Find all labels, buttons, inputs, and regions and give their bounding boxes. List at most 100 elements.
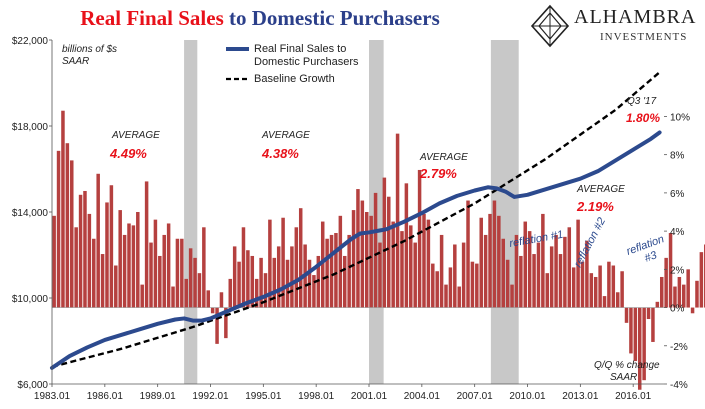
alhambra-logo: ALHAMBRA INVESTMENTS [530,4,702,48]
qq-bar-25 [162,234,166,308]
qq-bar-106 [519,255,523,308]
qq-bar-33 [197,273,202,308]
qq-bar-13 [109,185,114,308]
qq-bar-100 [492,200,497,308]
qq-bar-82 [413,242,417,308]
qq-bar-1 [56,150,61,308]
qq-bar-141 [673,286,677,308]
qq-bar-28 [175,238,180,308]
qq-bar-146 [695,280,699,308]
qq-bar-59 [312,275,316,308]
qq-bar-9 [92,238,96,308]
qq-bar-86 [431,263,435,308]
qq-bar-140 [668,233,673,308]
qq-bar-119 [576,219,580,308]
qq-bar-145 [690,307,695,314]
qq-bar-103 [505,259,510,308]
qq-bar-52 [281,217,285,308]
qq-bar-117 [567,227,572,308]
avg-label-2009: AVERAGE [576,184,625,195]
qq-bar-47 [259,257,263,308]
qq-bar-17 [127,223,131,308]
qq-bar-37 [215,307,219,344]
right-tick-label-4: 4% [670,227,685,238]
avg-label-1991: AVERAGE [261,130,310,141]
qq-bar-55 [294,227,299,308]
qq-bar-138 [659,276,664,308]
x-tick-label-11: 2016.01 [615,391,652,402]
qq-bar-109 [532,254,536,308]
qq-bar-135 [646,307,651,320]
qq-bar-98 [483,234,488,308]
x-tick-label-3: 1992.01 [192,391,229,402]
qq-bar-143 [682,284,686,308]
qq-bar-83 [417,169,422,308]
qq-bar-29 [180,238,184,308]
qq-bar-2 [61,110,65,308]
axes: $6,000 $10,000 $14,000 $18,000 $22,000 -4% -2%… [12,36,690,402]
avg-label-2001: AVERAGE [419,152,468,163]
qq-bar-120 [580,261,585,308]
qq-bar-61 [320,221,325,308]
qq-bar-24 [158,255,162,308]
qq-bar-136 [651,307,655,342]
qq-bar-8 [87,213,92,308]
qq-bar-30 [184,278,188,308]
qq-bar-80 [404,183,409,308]
qq-bar-91 [453,244,457,308]
q3-17-label: Q3 '17 [627,96,657,107]
qq-bar-93 [461,242,466,308]
alhambra-diamond-icon [530,4,570,48]
qq-bar-92 [457,286,461,308]
qq-bar-0 [52,215,56,308]
left-tick-label-0: $6,000 [17,380,48,391]
qq-bar-7 [83,190,87,308]
qq-bar-66 [342,255,347,308]
x-tick-label-6: 2001.01 [351,391,388,402]
qq-bar-54 [290,246,294,308]
qq-bar-43 [241,227,246,308]
qq-bar-97 [479,217,483,308]
qq-bar-142 [677,276,682,308]
qq-bar-78 [395,133,400,308]
qq-bar-69 [356,189,360,308]
qq-bar-3 [65,143,70,308]
qq-bar-131 [629,307,633,354]
qq-bar-16 [122,234,127,308]
qq-bar-15 [118,210,122,308]
x-tick-label-1: 1986.01 [87,391,124,402]
qq-bar-23 [153,219,158,308]
qq-bar-50 [272,257,277,308]
qq-bar-84 [422,213,426,308]
qq-bar-40 [228,278,233,308]
qq-bar-132 [633,307,638,362]
qq-bar-90 [448,267,453,308]
x-tick-label-4: 1995.01 [245,391,282,402]
baseline-growth-series [51,71,661,368]
qq-bar-44 [246,250,250,308]
qq-bar-81 [409,225,413,308]
qq-bar-77 [391,221,395,308]
qq-bar-12 [105,202,109,308]
qq-change-bars [52,110,705,390]
logo-name: ALHAMBRA [574,6,697,28]
qq-bar-70 [360,200,365,308]
qq-bar-127 [611,265,616,308]
x-tick-label-0: 1983.01 [34,391,71,402]
qq-bar-27 [171,286,175,308]
right-tick-label-3: 2% [670,265,685,276]
qq-bar-31 [188,248,193,308]
qq-bar-49 [268,219,272,308]
left-tick-label-1: $10,000 [12,294,49,305]
qq-bar-21 [144,181,149,308]
real-final-sales-line [50,130,662,370]
right-axis-note-line1: Q/Q % change [594,360,660,371]
qq-bar-110 [536,242,541,308]
logo-subtitle: INVESTMENTS [600,31,688,43]
qq-bar-51 [276,246,281,308]
qq-bar-73 [373,192,378,308]
qq-bar-32 [193,257,197,308]
avg-value-1991: 4.38% [261,146,299,161]
qq-bar-87 [435,271,439,308]
qq-bar-19 [136,212,140,308]
